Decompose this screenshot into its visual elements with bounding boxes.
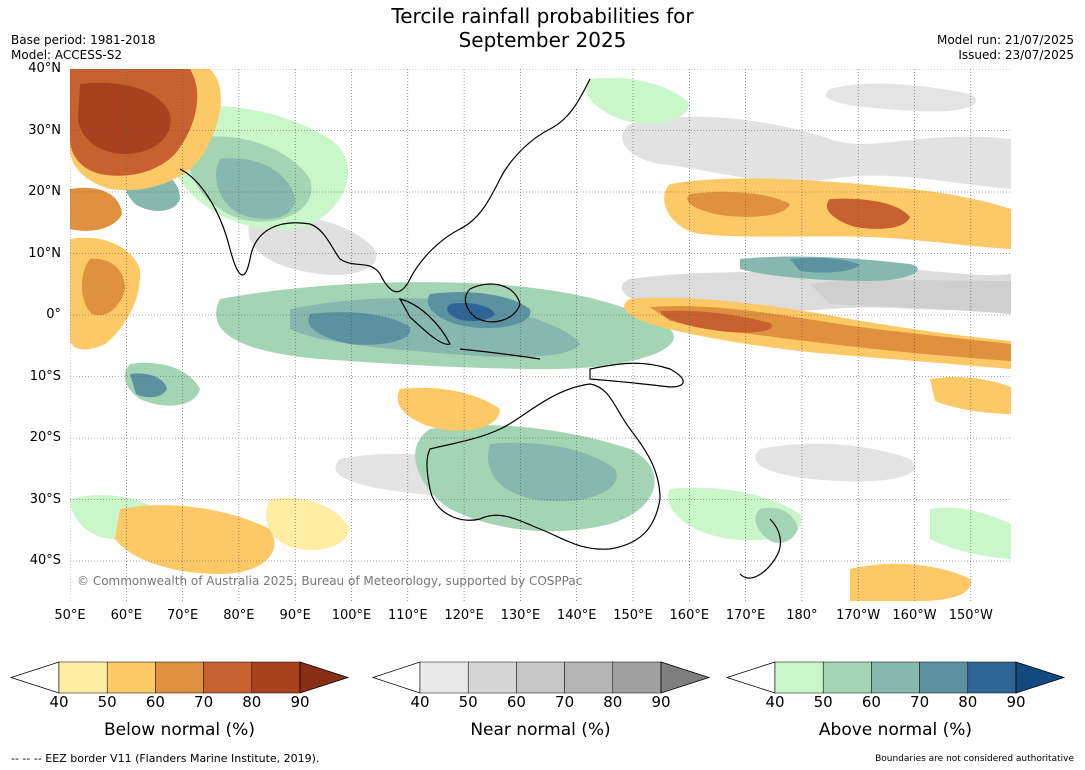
above-normal-shading: [70, 77, 1011, 559]
meta-left: Base period: 1981-2018 Model: ACCESS-S2: [11, 33, 156, 63]
colorbar-segment: [822, 661, 872, 694]
latitude-label: 30°N: [28, 122, 61, 138]
colorbar-tick-label: 60: [861, 693, 881, 711]
colorbar-segment: [612, 661, 662, 694]
latitude-label: 40°S: [29, 553, 61, 568]
latitude-label: 20°S: [29, 430, 61, 445]
authority-note: Boundaries are not considered authoritat…: [875, 754, 1074, 764]
colorbars: [9, 661, 1066, 694]
sumatra-coastline: [398, 298, 451, 345]
latitude-label: 30°S: [29, 491, 61, 507]
colorbar-segment: [467, 661, 517, 694]
map-title: Tercile rainfall probabilities for Septe…: [0, 4, 1085, 52]
colorbar-title: Below normal (%): [104, 720, 255, 740]
colorbar-segment: [203, 661, 253, 694]
longitude-label: 90°E: [279, 608, 311, 623]
model-run: Model run: 21/07/2025: [936, 33, 1074, 47]
colorbar-segment: [106, 661, 156, 694]
colorbar-tick-label: 40: [410, 693, 430, 711]
longitude-label: 160°E: [669, 608, 710, 623]
australia-coastline: [426, 383, 661, 550]
title-line-2: September 2025: [458, 28, 627, 52]
colorbar-tick-label: 40: [765, 693, 785, 711]
colorbar: [725, 661, 1066, 694]
colorbar: [371, 661, 711, 694]
new-zealand-coastline: [739, 518, 782, 579]
longitude-label: 120°E: [444, 608, 484, 623]
colorbar-segment: [516, 661, 565, 694]
colorbar-tick-label: 50: [97, 693, 117, 711]
colorbar-tick-label: 90: [651, 693, 671, 711]
longitude-label: 80°E: [223, 608, 255, 623]
longitude-label: 70°E: [166, 608, 199, 623]
title-line-1: Tercile rainfall probabilities for: [391, 4, 694, 28]
colorbar-low-extension: [9, 661, 60, 694]
colorbar-tick-label: 60: [145, 693, 165, 711]
longitude-label: 170°W: [836, 608, 881, 623]
longitude-label: 180°: [786, 608, 818, 623]
colorbar-segment: [967, 661, 1017, 694]
longitude-label: 130°E: [500, 608, 541, 623]
java-coastline: [459, 348, 541, 360]
asia-coastline: [179, 78, 591, 293]
colorbar-high-extension: [1015, 661, 1066, 694]
borneo-coastline: [464, 283, 521, 323]
colorbar-low-extension: [371, 661, 421, 694]
colorbar-tick-label: 80: [958, 693, 978, 711]
longitude-label: 100°E: [331, 608, 372, 623]
colorbar-high-extension: [660, 661, 711, 694]
latitude-label: 40°N: [28, 61, 61, 76]
latitude-label: 10°N: [28, 245, 61, 261]
colorbar-tick-label: 90: [1006, 693, 1026, 711]
colorbar-segment: [58, 661, 108, 694]
colorbar-tick-label: 90: [290, 693, 310, 711]
longitude-label: 170°E: [725, 608, 766, 623]
meta-right: Model run: 21/07/2025 Issued: 23/07/2025: [937, 33, 1074, 63]
copyright-notice: © Commonwealth of Australia 2025, Bureau…: [77, 574, 583, 588]
colorbar-tick-label: 70: [555, 693, 575, 711]
latitude-label: 0°: [46, 307, 61, 322]
colorbar-segment: [774, 661, 824, 694]
colorbar-tick-label: 40: [49, 693, 69, 711]
longitude-label: 50°E: [54, 608, 86, 623]
colorbar-segment: [564, 661, 614, 694]
colorbar: [9, 661, 350, 694]
colorbar-title: Near normal (%): [470, 720, 611, 740]
colorbar-segment: [871, 661, 920, 694]
colorbar-tick-label: 70: [910, 693, 930, 711]
longitude-label: 110°E: [388, 608, 428, 623]
longitude-label: 60°E: [110, 608, 142, 623]
colorbar-segment: [251, 661, 301, 694]
colorbar-title: Above normal (%): [818, 720, 973, 740]
longitude-label: 160°W: [892, 608, 937, 623]
longitude-label: 150°E: [613, 608, 653, 623]
longitude-label: 150°W: [948, 608, 993, 623]
graticule: [70, 69, 1011, 601]
colorbar-segment: [155, 661, 204, 694]
colorbar-tick-label: 50: [813, 693, 833, 711]
issued-date: Issued: 23/07/2025: [958, 48, 1074, 62]
colorbar-tick-label: 80: [603, 693, 623, 711]
map-canvas: [70, 69, 1011, 601]
colorbar-segment: [919, 661, 969, 694]
near-normal-shading: [248, 83, 1011, 495]
new-guinea-coastline: [589, 362, 684, 388]
colorbar-tick-label: 60: [506, 693, 526, 711]
latitude-label: 10°S: [29, 368, 61, 384]
colorbar-low-extension: [725, 661, 776, 694]
longitude-label: 140°E: [556, 608, 597, 623]
model-name: Model: ACCESS-S2: [11, 48, 123, 62]
base-period: Base period: 1981-2018: [11, 33, 156, 47]
colorbar-tick-label: 80: [242, 693, 262, 711]
coastlines: [179, 78, 782, 579]
colorbar-tick-label: 70: [194, 693, 214, 711]
rainfall-probability-map: [70, 69, 1011, 601]
colorbar-tick-label: 50: [458, 693, 478, 711]
colorbar-segment: [419, 661, 469, 694]
colorbar-high-extension: [299, 661, 350, 694]
latitude-label: 20°N: [28, 184, 61, 199]
eez-note: -- -- -- EEZ border V11 (Flanders Marine…: [11, 752, 320, 765]
